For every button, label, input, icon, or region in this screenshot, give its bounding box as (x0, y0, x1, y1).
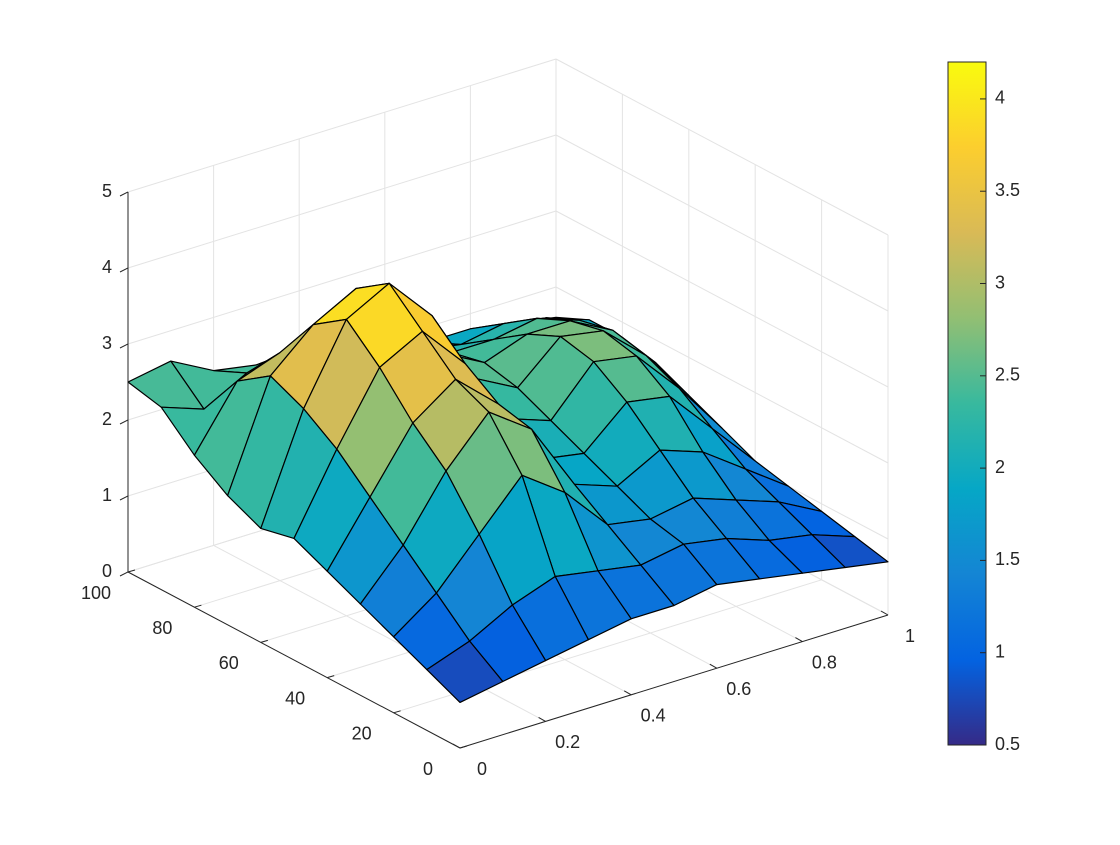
grid-line (127, 58, 557, 193)
x-tick (452, 743, 461, 749)
colorbar-gradient (947, 61, 987, 746)
z-tick-label: 5 (102, 181, 112, 201)
x-tick (795, 637, 803, 643)
y-axis (127, 571, 461, 749)
x-tick (623, 690, 632, 696)
y-tick (260, 639, 268, 643)
y-tick (459, 745, 468, 749)
x-tick-label: 0 (477, 759, 487, 779)
y-tick-label: 40 (285, 688, 305, 708)
colorbar-tick-label: 3 (995, 272, 1005, 292)
x-tick (538, 716, 546, 722)
surface (127, 282, 889, 704)
x-tick-label: 0.6 (726, 679, 751, 699)
grid-line (555, 286, 889, 464)
y-tick-label: 20 (352, 724, 372, 744)
grid-line (127, 134, 557, 269)
grid-line (127, 210, 557, 345)
y-tick-label: 80 (152, 618, 172, 638)
z-tick (119, 495, 129, 501)
z-tick (119, 571, 129, 577)
z-tick (119, 419, 129, 425)
z-tick-label: 0 (102, 561, 112, 581)
x-tick-label: 0.4 (641, 706, 666, 726)
x-tick-label: 1 (905, 626, 915, 646)
colorbar-tick-label: 0.5 (995, 734, 1020, 754)
colorbar: 0.5 1 1.5 2 2.5 3 3.5 4 (947, 61, 1020, 754)
y-tick-label: 100 (81, 583, 111, 603)
y-tick (393, 710, 401, 714)
z-tick-label: 2 (102, 409, 112, 429)
z-tick-label: 3 (102, 333, 112, 353)
colorbar-tick-label: 2 (995, 457, 1005, 477)
colorbar-tick-label: 3.5 (995, 180, 1020, 200)
x-tick-label: 0.2 (555, 732, 580, 752)
y-tick (127, 569, 136, 573)
grid-line (555, 134, 889, 312)
surface-face (426, 640, 504, 704)
colorbar-tick-label: 4 (995, 88, 1005, 108)
colorbar-tick-label: 2.5 (995, 365, 1020, 385)
grid-line (555, 58, 889, 236)
z-tick (119, 191, 129, 197)
grid-line (555, 210, 889, 388)
colorbar-tick-label: 1.5 (995, 549, 1020, 569)
z-tick (119, 267, 129, 273)
y-tick-label: 0 (423, 759, 433, 779)
x-tick (880, 610, 889, 616)
x-tick (709, 663, 718, 669)
grid-line (213, 544, 546, 722)
y-tick (327, 675, 335, 679)
z-tick (119, 343, 129, 349)
x-axis (459, 614, 889, 749)
z-tick-label: 4 (102, 257, 112, 277)
y-tick-label: 60 (219, 653, 239, 673)
x-tick-label: 0.8 (812, 652, 837, 672)
y-tick (194, 604, 202, 608)
z-tick-label: 1 (102, 485, 112, 505)
colorbar-tick-label: 1 (995, 641, 1005, 661)
